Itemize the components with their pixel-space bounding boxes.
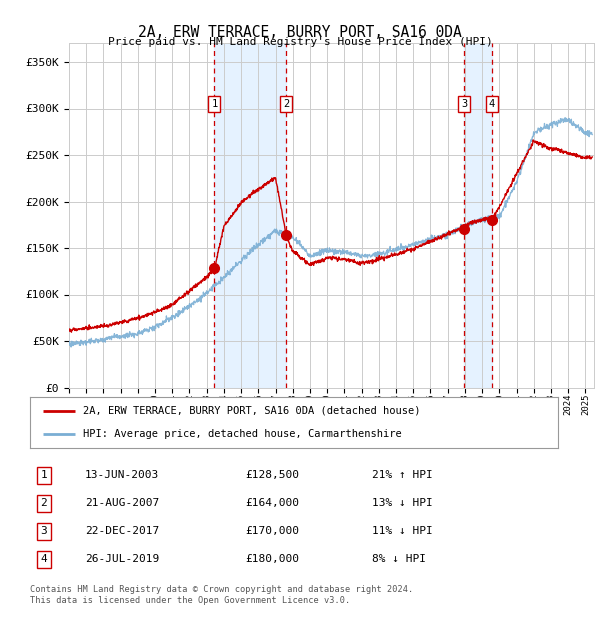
Bar (464, 43, 492, 388)
Text: 2: 2 (40, 498, 47, 508)
Text: £128,500: £128,500 (245, 471, 299, 480)
Text: 22-DEC-2017: 22-DEC-2017 (85, 526, 160, 536)
Text: £164,000: £164,000 (245, 498, 299, 508)
Text: This data is licensed under the Open Government Licence v3.0.: This data is licensed under the Open Gov… (30, 596, 350, 606)
Text: 2: 2 (283, 99, 290, 109)
Text: HPI: Average price, detached house, Carmarthenshire: HPI: Average price, detached house, Carm… (83, 429, 401, 439)
Text: 21% ↑ HPI: 21% ↑ HPI (372, 471, 433, 480)
Text: 2A, ERW TERRACE, BURRY PORT, SA16 0DA: 2A, ERW TERRACE, BURRY PORT, SA16 0DA (138, 25, 462, 40)
Text: 1: 1 (40, 471, 47, 480)
Text: 26-JUL-2019: 26-JUL-2019 (85, 554, 160, 564)
Text: 13-JUN-2003: 13-JUN-2003 (85, 471, 160, 480)
Text: 3: 3 (461, 99, 467, 109)
Text: 8% ↓ HPI: 8% ↓ HPI (372, 554, 426, 564)
Text: £170,000: £170,000 (245, 526, 299, 536)
Text: 11% ↓ HPI: 11% ↓ HPI (372, 526, 433, 536)
Text: 3: 3 (40, 526, 47, 536)
Bar (214, 43, 286, 388)
Text: 4: 4 (40, 554, 47, 564)
Text: 4: 4 (489, 99, 495, 109)
Text: Price paid vs. HM Land Registry's House Price Index (HPI): Price paid vs. HM Land Registry's House … (107, 37, 493, 47)
Text: £180,000: £180,000 (245, 554, 299, 564)
Text: 21-AUG-2007: 21-AUG-2007 (85, 498, 160, 508)
Text: 1: 1 (211, 99, 218, 109)
Text: Contains HM Land Registry data © Crown copyright and database right 2024.: Contains HM Land Registry data © Crown c… (30, 585, 413, 594)
Text: 2A, ERW TERRACE, BURRY PORT, SA16 0DA (detached house): 2A, ERW TERRACE, BURRY PORT, SA16 0DA (d… (83, 405, 420, 415)
Text: 13% ↓ HPI: 13% ↓ HPI (372, 498, 433, 508)
